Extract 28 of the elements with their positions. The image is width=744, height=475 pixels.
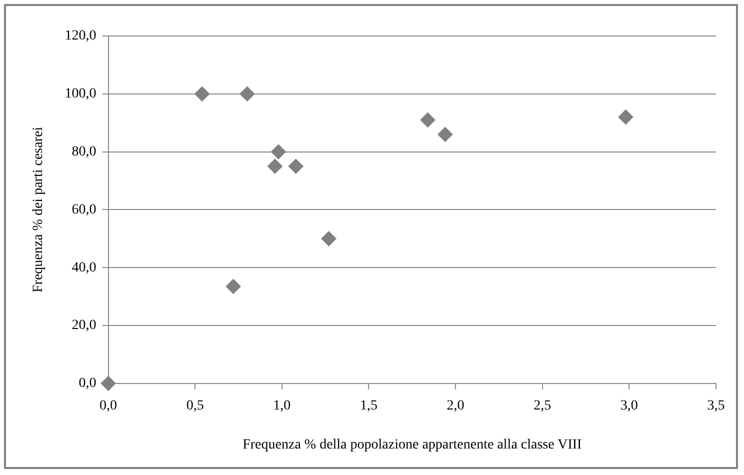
y-tick-label: 40,0 <box>72 260 96 276</box>
x-tick-label: 3,0 <box>620 398 638 414</box>
point <box>240 86 255 102</box>
point <box>270 144 286 160</box>
y-tick-label: 80,0 <box>72 144 96 160</box>
y-tick-label: 100,0 <box>64 86 96 102</box>
x-tick-label: 1,5 <box>360 398 378 414</box>
x-tick-label: 3,5 <box>707 398 725 414</box>
point <box>226 278 241 294</box>
x-tick-label: 0,5 <box>186 398 204 414</box>
x-tick-label: 2,5 <box>534 398 552 414</box>
point <box>288 158 304 174</box>
point <box>420 112 436 128</box>
point <box>618 110 634 125</box>
y-tick-label: 120,0 <box>64 28 96 44</box>
y-tick-label: 0,0 <box>78 376 96 392</box>
y-tick-label: 20,0 <box>72 318 96 334</box>
point <box>267 158 282 174</box>
x-axis-title: Frequenza % della popolazione appartenente alla classe VIII <box>242 437 582 452</box>
x-tick-label: 0,0 <box>100 398 118 414</box>
point <box>100 376 116 391</box>
y-axis-title: Frequenza % dei parti cesarei <box>31 126 46 292</box>
point <box>438 126 453 142</box>
point <box>194 86 210 102</box>
x-tick-label: 2,0 <box>446 398 464 414</box>
y-tick-label: 60,0 <box>72 202 96 218</box>
point <box>321 231 336 246</box>
x-tick-label: 1,0 <box>273 398 291 414</box>
